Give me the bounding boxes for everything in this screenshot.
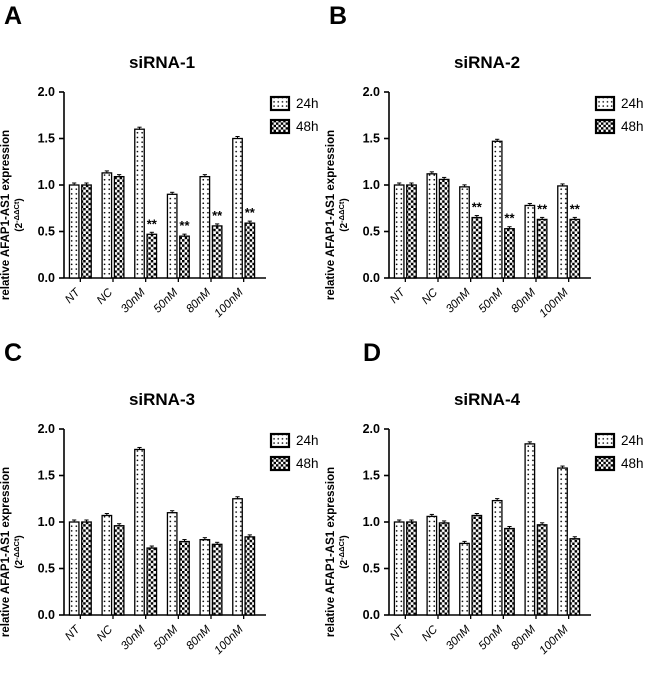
svg-text:1.0: 1.0 [38, 178, 55, 192]
svg-text:0.0: 0.0 [38, 608, 55, 622]
svg-text:1.0: 1.0 [363, 178, 380, 192]
svg-text:80nM: 80nM [184, 286, 213, 315]
svg-text:NC: NC [95, 286, 116, 307]
svg-text:1.0: 1.0 [38, 515, 55, 529]
svg-text:48h: 48h [621, 119, 644, 134]
svg-text:**: ** [147, 216, 158, 231]
svg-text:100nM: 100nM [212, 623, 246, 657]
svg-text:**: ** [472, 200, 483, 215]
svg-text:24h: 24h [296, 433, 319, 448]
svg-text:30nM: 30nM [444, 286, 473, 315]
svg-text:NC: NC [420, 623, 441, 644]
svg-text:(2-ΔΔCt): (2-ΔΔCt) [337, 535, 350, 568]
svg-text:24h: 24h [621, 433, 644, 448]
svg-text:relative AFAP1-AS1 expression: relative AFAP1-AS1 expression [0, 467, 12, 637]
svg-text:48h: 48h [296, 119, 319, 134]
svg-text:50nM: 50nM [477, 623, 506, 652]
svg-text:30nM: 30nM [119, 286, 148, 315]
svg-text:(2-ΔΔCt): (2-ΔΔCt) [337, 198, 350, 231]
svg-text:**: ** [245, 205, 256, 220]
svg-text:NT: NT [63, 623, 83, 643]
svg-text:siRNA-3: siRNA-3 [129, 390, 195, 409]
svg-text:2.0: 2.0 [363, 85, 380, 99]
svg-text:100nM: 100nM [537, 623, 571, 657]
svg-text:1.5: 1.5 [38, 132, 55, 146]
svg-text:(2-ΔΔCt): (2-ΔΔCt) [12, 198, 25, 231]
svg-text:48h: 48h [296, 456, 319, 471]
svg-text:2.0: 2.0 [363, 422, 380, 436]
svg-text:NC: NC [95, 623, 116, 644]
svg-text:1.5: 1.5 [363, 132, 380, 146]
svg-text:0.5: 0.5 [38, 562, 55, 576]
svg-text:NT: NT [63, 286, 83, 306]
svg-text:50nM: 50nM [477, 286, 506, 315]
svg-text:1.0: 1.0 [363, 515, 380, 529]
svg-text:0.5: 0.5 [363, 225, 380, 239]
svg-text:30nM: 30nM [119, 623, 148, 652]
svg-text:relative AFAP1-AS1 expression: relative AFAP1-AS1 expression [325, 467, 337, 637]
svg-text:0.0: 0.0 [363, 608, 380, 622]
svg-text:2.0: 2.0 [38, 422, 55, 436]
svg-text:siRNA-2: siRNA-2 [454, 53, 520, 72]
svg-text:2.0: 2.0 [38, 85, 55, 99]
svg-text:relative AFAP1-AS1 expression: relative AFAP1-AS1 expression [325, 130, 337, 300]
svg-text:100nM: 100nM [537, 286, 571, 320]
svg-text:50nM: 50nM [152, 623, 181, 652]
svg-text:80nM: 80nM [509, 623, 538, 652]
svg-text:relative AFAP1-AS1 expression: relative AFAP1-AS1 expression [0, 130, 12, 300]
svg-text:24h: 24h [621, 96, 644, 111]
svg-text:siRNA-4: siRNA-4 [454, 390, 521, 409]
svg-text:1.5: 1.5 [38, 469, 55, 483]
svg-text:(2-ΔΔCt): (2-ΔΔCt) [12, 535, 25, 568]
svg-text:80nM: 80nM [184, 623, 213, 652]
svg-text:**: ** [504, 211, 515, 226]
svg-text:80nM: 80nM [509, 286, 538, 315]
svg-text:NT: NT [388, 623, 408, 643]
svg-text:**: ** [537, 201, 548, 216]
svg-text:0.0: 0.0 [38, 271, 55, 285]
svg-text:1.5: 1.5 [363, 469, 380, 483]
svg-text:48h: 48h [621, 456, 644, 471]
svg-text:100nM: 100nM [212, 286, 246, 320]
svg-text:NC: NC [420, 286, 441, 307]
svg-text:siRNA-1: siRNA-1 [129, 53, 195, 72]
svg-text:NT: NT [388, 286, 408, 306]
svg-text:**: ** [212, 208, 223, 223]
svg-text:**: ** [179, 218, 190, 233]
svg-text:24h: 24h [296, 96, 319, 111]
svg-text:0.0: 0.0 [363, 271, 380, 285]
svg-text:50nM: 50nM [152, 286, 181, 315]
svg-text:0.5: 0.5 [38, 225, 55, 239]
svg-text:30nM: 30nM [444, 623, 473, 652]
svg-text:0.5: 0.5 [363, 562, 380, 576]
svg-text:**: ** [570, 201, 581, 216]
